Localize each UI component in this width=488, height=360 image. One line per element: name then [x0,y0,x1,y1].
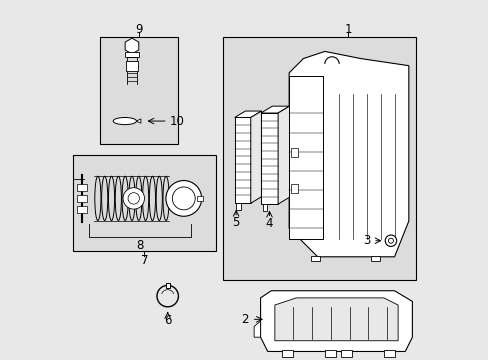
Text: 6: 6 [163,314,171,327]
Text: 7: 7 [141,253,148,266]
Bar [223,37,415,280]
Bar [290,184,298,193]
Text: 4: 4 [265,217,273,230]
Bar [77,184,87,191]
Polygon shape [125,38,139,54]
Circle shape [123,188,144,209]
Bar [370,256,380,261]
Text: 5: 5 [232,216,239,229]
Bar [77,195,87,202]
Bar [383,350,394,357]
Text: 2: 2 [240,313,248,326]
Bar [234,117,250,203]
Bar [288,76,323,239]
Bar [125,62,138,71]
Text: 3: 3 [362,234,369,247]
Polygon shape [288,51,408,257]
Bar [261,113,278,204]
Text: 9: 9 [135,23,142,36]
Bar [290,148,298,157]
Bar [262,204,266,211]
Polygon shape [260,291,411,351]
Bar [340,350,351,357]
Polygon shape [250,111,261,203]
Bar [77,206,87,213]
Text: 1: 1 [344,23,351,36]
Bar [236,203,240,210]
Text: 10: 10 [169,114,183,127]
Bar [324,350,335,357]
Bar [100,37,178,144]
Circle shape [165,180,201,216]
Circle shape [387,238,393,243]
Polygon shape [261,106,289,113]
Polygon shape [274,298,397,341]
Polygon shape [136,119,141,123]
Ellipse shape [113,117,136,125]
Polygon shape [254,321,260,337]
Polygon shape [234,111,261,117]
Text: 8: 8 [136,239,143,252]
Bar [124,53,139,58]
Circle shape [172,187,195,210]
Circle shape [385,235,396,247]
Polygon shape [278,106,289,204]
Bar [310,256,319,261]
Bar [73,155,216,251]
Bar [197,196,203,201]
Circle shape [128,193,139,204]
Bar [165,283,169,288]
Bar [282,350,292,357]
